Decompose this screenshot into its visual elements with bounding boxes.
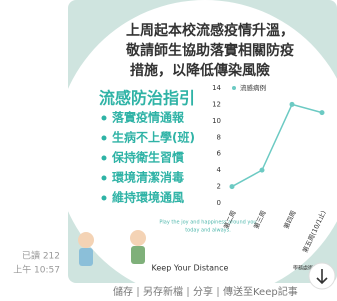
bullet bbox=[102, 136, 107, 141]
y-tick-label: 8 bbox=[217, 133, 221, 141]
guideline-item: 落實疫情通報 bbox=[112, 110, 185, 125]
legend-label: 流感病例 bbox=[240, 83, 266, 92]
data-point bbox=[290, 102, 295, 107]
guideline-heading: 流感防治指引 bbox=[99, 89, 195, 108]
toolbar-action[interactable]: 分享 bbox=[193, 285, 213, 298]
y-tick-label: 4 bbox=[217, 166, 222, 174]
data-point bbox=[230, 184, 235, 189]
bullet bbox=[102, 116, 107, 121]
guideline-item: 生病不上學(班) bbox=[112, 130, 195, 145]
bullet bbox=[102, 156, 107, 161]
legend-marker bbox=[232, 86, 236, 90]
poster-title: 上周起本校流感疫情升溫， bbox=[126, 22, 294, 39]
toolbar-action[interactable]: 另存新檔 bbox=[143, 285, 183, 298]
toolbar-action[interactable]: 儲存 bbox=[113, 285, 133, 298]
data-point bbox=[320, 110, 325, 115]
data-point bbox=[260, 168, 265, 173]
bullet bbox=[102, 176, 107, 181]
bullet bbox=[102, 196, 107, 201]
poster-footer: Keep Your Distance bbox=[152, 264, 229, 273]
timestamp: 上午 10:57 bbox=[13, 264, 60, 276]
poster-title: 敬請師生協助落實相關防疫 bbox=[125, 42, 294, 59]
guideline-item: 環境清潔消毒 bbox=[112, 170, 184, 185]
y-tick-label: 12 bbox=[212, 100, 221, 108]
toolbar: 儲存另存新檔分享傳送至Keep記事 bbox=[113, 285, 298, 298]
y-tick-label: 0 bbox=[217, 199, 221, 207]
read-count: 已讀 212 bbox=[22, 250, 60, 262]
y-tick-label: 10 bbox=[212, 117, 221, 125]
guideline-item: 維持環境通風 bbox=[112, 190, 184, 205]
poster-title: 措施，以降低傳染風險 bbox=[130, 62, 270, 79]
chat-message: 已讀 212 上午 10:57 上周起本校流感疫情升溫， 敬請師生協助落實相關防… bbox=[0, 0, 337, 301]
toolbar-action[interactable]: 傳送至Keep記事 bbox=[223, 285, 298, 298]
guideline-item: 保持衛生習慣 bbox=[111, 150, 184, 165]
y-tick-label: 2 bbox=[217, 183, 221, 191]
caption: Play the joy and happiness around you bbox=[159, 220, 256, 226]
screen: 已讀 212 上午 10:57 上周起本校流感疫情升溫， 敬請師生協助落實相關防… bbox=[0, 0, 337, 301]
y-tick-label: 14 bbox=[212, 84, 221, 92]
y-tick-label: 6 bbox=[217, 150, 222, 158]
